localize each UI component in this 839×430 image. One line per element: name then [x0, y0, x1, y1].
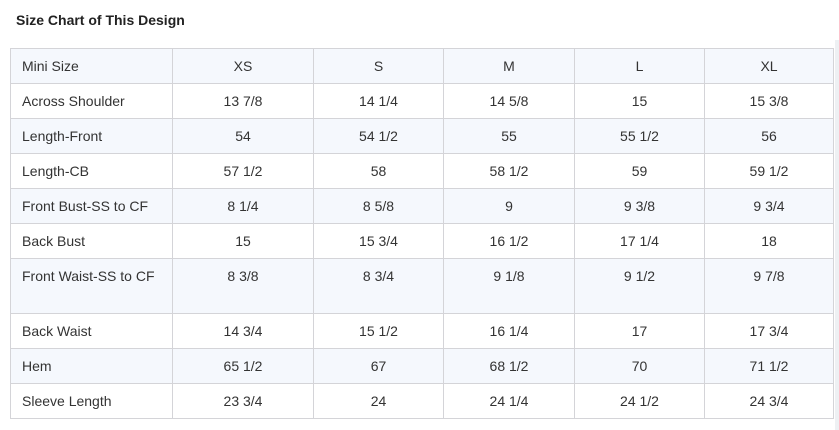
header-cell: L: [574, 48, 705, 84]
row-label: Across Shoulder: [10, 83, 173, 119]
table-cell: 15 1/2: [313, 313, 444, 349]
table-cell: 9 3/8: [574, 188, 705, 224]
table-cell: 15: [574, 83, 705, 119]
table-cell: 14 1/4: [313, 83, 444, 119]
table-cell: 59 1/2: [704, 153, 834, 189]
row-label: Back Bust: [10, 223, 173, 259]
scrollbar-edge: [835, 40, 839, 430]
table-row: Length-Front 54 54 1/2 55 55 1/2 56: [10, 118, 834, 154]
table-cell: 14 5/8: [443, 83, 575, 119]
table-cell: 65 1/2: [172, 348, 314, 384]
table-row: Front Bust-SS to CF 8 1/4 8 5/8 9 9 3/8 9 3/4: [10, 188, 834, 224]
table-cell: 8 3/8: [172, 258, 314, 314]
table-row: Hem 65 1/2 67 68 1/2 70 71 1/2: [10, 348, 834, 384]
header-cell: M: [443, 48, 575, 84]
table-cell: 17 3/4: [704, 313, 834, 349]
table-cell: 24 1/4: [443, 383, 575, 419]
table-cell: 17: [574, 313, 705, 349]
table-cell: 55 1/2: [574, 118, 705, 154]
table-row: Front Waist-SS to CF 8 3/8 8 3/4 9 1/8 9 1/2…: [10, 258, 834, 314]
header-cell: XL: [704, 48, 834, 84]
table-cell: 58: [313, 153, 444, 189]
size-chart-table: Mini Size XS S M L XL Across Shoulder 13 7/8 14 …: [10, 48, 834, 419]
row-label: Length-Front: [10, 118, 173, 154]
table-cell: 59: [574, 153, 705, 189]
table-cell: 14 3/4: [172, 313, 314, 349]
header-row: Mini Size XS S M L XL: [10, 48, 834, 84]
table-cell: 16 1/4: [443, 313, 575, 349]
header-cell: S: [313, 48, 444, 84]
table-cell: 9 3/4: [704, 188, 834, 224]
table-cell: 56: [704, 118, 834, 154]
table-cell: 70: [574, 348, 705, 384]
row-label: Sleeve Length: [10, 383, 173, 419]
table-cell: 54: [172, 118, 314, 154]
table-cell: 15 3/8: [704, 83, 834, 119]
table-cell: 24 1/2: [574, 383, 705, 419]
row-label: Front Waist-SS to CF: [10, 258, 173, 314]
table-cell: 15: [172, 223, 314, 259]
table-cell: 15 3/4: [313, 223, 444, 259]
table-row: Back Waist 14 3/4 15 1/2 16 1/4 17 17 3/4: [10, 313, 834, 349]
table-cell: 55: [443, 118, 575, 154]
row-label: Front Bust-SS to CF: [10, 188, 173, 224]
header-cell: Mini Size: [10, 48, 173, 84]
table-cell: 9: [443, 188, 575, 224]
table-cell: 9 1/2: [574, 258, 705, 314]
table-cell: 57 1/2: [172, 153, 314, 189]
table-cell: 8 3/4: [313, 258, 444, 314]
row-label: Hem: [10, 348, 173, 384]
table-cell: 58 1/2: [443, 153, 575, 189]
table-cell: 67: [313, 348, 444, 384]
header-cell: XS: [172, 48, 314, 84]
table-cell: 13 7/8: [172, 83, 314, 119]
table-cell: 24: [313, 383, 444, 419]
table-cell: 23 3/4: [172, 383, 314, 419]
table-cell: 9 1/8: [443, 258, 575, 314]
table-cell: 18: [704, 223, 834, 259]
table-cell: 9 7/8: [704, 258, 834, 314]
table-cell: 8 5/8: [313, 188, 444, 224]
table-cell: 24 3/4: [704, 383, 834, 419]
row-label: Back Waist: [10, 313, 173, 349]
table-cell: 16 1/2: [443, 223, 575, 259]
table-cell: 54 1/2: [313, 118, 444, 154]
page-title: Size Chart of This Design: [16, 12, 185, 28]
table-row: Across Shoulder 13 7/8 14 1/4 14 5/8 15 15 3/…: [10, 83, 834, 119]
row-label: Length-CB: [10, 153, 173, 189]
table-cell: 71 1/2: [704, 348, 834, 384]
table-cell: 68 1/2: [443, 348, 575, 384]
table-row: Back Bust 15 15 3/4 16 1/2 17 1/4 18: [10, 223, 834, 259]
table-row: Sleeve Length 23 3/4 24 24 1/4 24 1/2 24 3/4: [10, 383, 834, 419]
table-cell: 17 1/4: [574, 223, 705, 259]
table-cell: 8 1/4: [172, 188, 314, 224]
table-row: Length-CB 57 1/2 58 58 1/2 59 59 1/2: [10, 153, 834, 189]
